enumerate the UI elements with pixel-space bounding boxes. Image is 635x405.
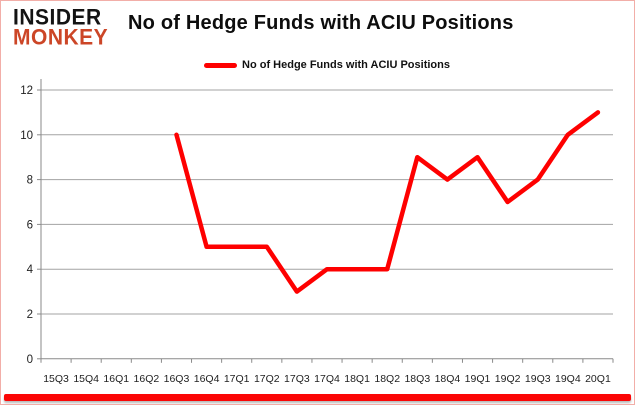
- x-tick-label-18Q2: 18Q2: [374, 373, 400, 385]
- legend-line-swatch: [204, 62, 237, 68]
- y-tick-label: 12: [20, 85, 33, 97]
- y-tick-label: 4: [27, 264, 34, 276]
- x-tick-label-20Q1: 20Q1: [585, 373, 611, 385]
- x-tick-label-18Q1: 18Q1: [344, 373, 370, 385]
- series-line: [174, 110, 601, 294]
- x-tick-label-19Q4: 19Q4: [555, 373, 581, 385]
- y-tick-label: 0: [27, 354, 33, 366]
- x-tick-label-17Q3: 17Q3: [284, 373, 310, 385]
- y-tick-label: 6: [27, 219, 33, 231]
- x-tick-label-15Q3: 15Q3: [43, 373, 69, 385]
- y-tick-label: 2: [27, 309, 33, 321]
- y-tick-label: 10: [20, 130, 33, 142]
- y-tick-label: 8: [27, 175, 33, 187]
- x-tick-label-16Q2: 16Q2: [134, 373, 160, 385]
- legend: No of Hedge Funds with ACIU Positions: [41, 59, 613, 71]
- insider-monkey-logo: INSIDER MONKEY: [13, 5, 109, 50]
- x-tick-label-19Q1: 19Q1: [465, 373, 491, 385]
- x-tick-label-17Q2: 17Q2: [254, 373, 280, 385]
- x-tick-label-15Q4: 15Q4: [73, 373, 99, 385]
- x-tick-label-19Q3: 19Q3: [525, 373, 551, 385]
- x-tick-label-19Q2: 19Q2: [495, 373, 521, 385]
- logo-line-insider: INSIDER: [13, 5, 102, 30]
- chart-title: No of Hedge Funds with ACIU Positions: [128, 12, 514, 34]
- bottom-red-bar: [4, 394, 631, 401]
- x-tick-label-18Q4: 18Q4: [435, 373, 461, 385]
- x-tick-label-17Q1: 17Q1: [224, 373, 250, 385]
- logo-line-monkey: MONKEY: [13, 25, 109, 50]
- x-tick-label-17Q4: 17Q4: [314, 373, 340, 385]
- x-tick-label-16Q4: 16Q4: [194, 373, 220, 385]
- legend-label: No of Hedge Funds with ACIU Positions: [242, 59, 450, 71]
- x-tick-label-16Q1: 16Q1: [103, 373, 129, 385]
- x-tick-label-18Q3: 18Q3: [404, 373, 430, 385]
- x-tick-label-16Q3: 16Q3: [164, 373, 190, 385]
